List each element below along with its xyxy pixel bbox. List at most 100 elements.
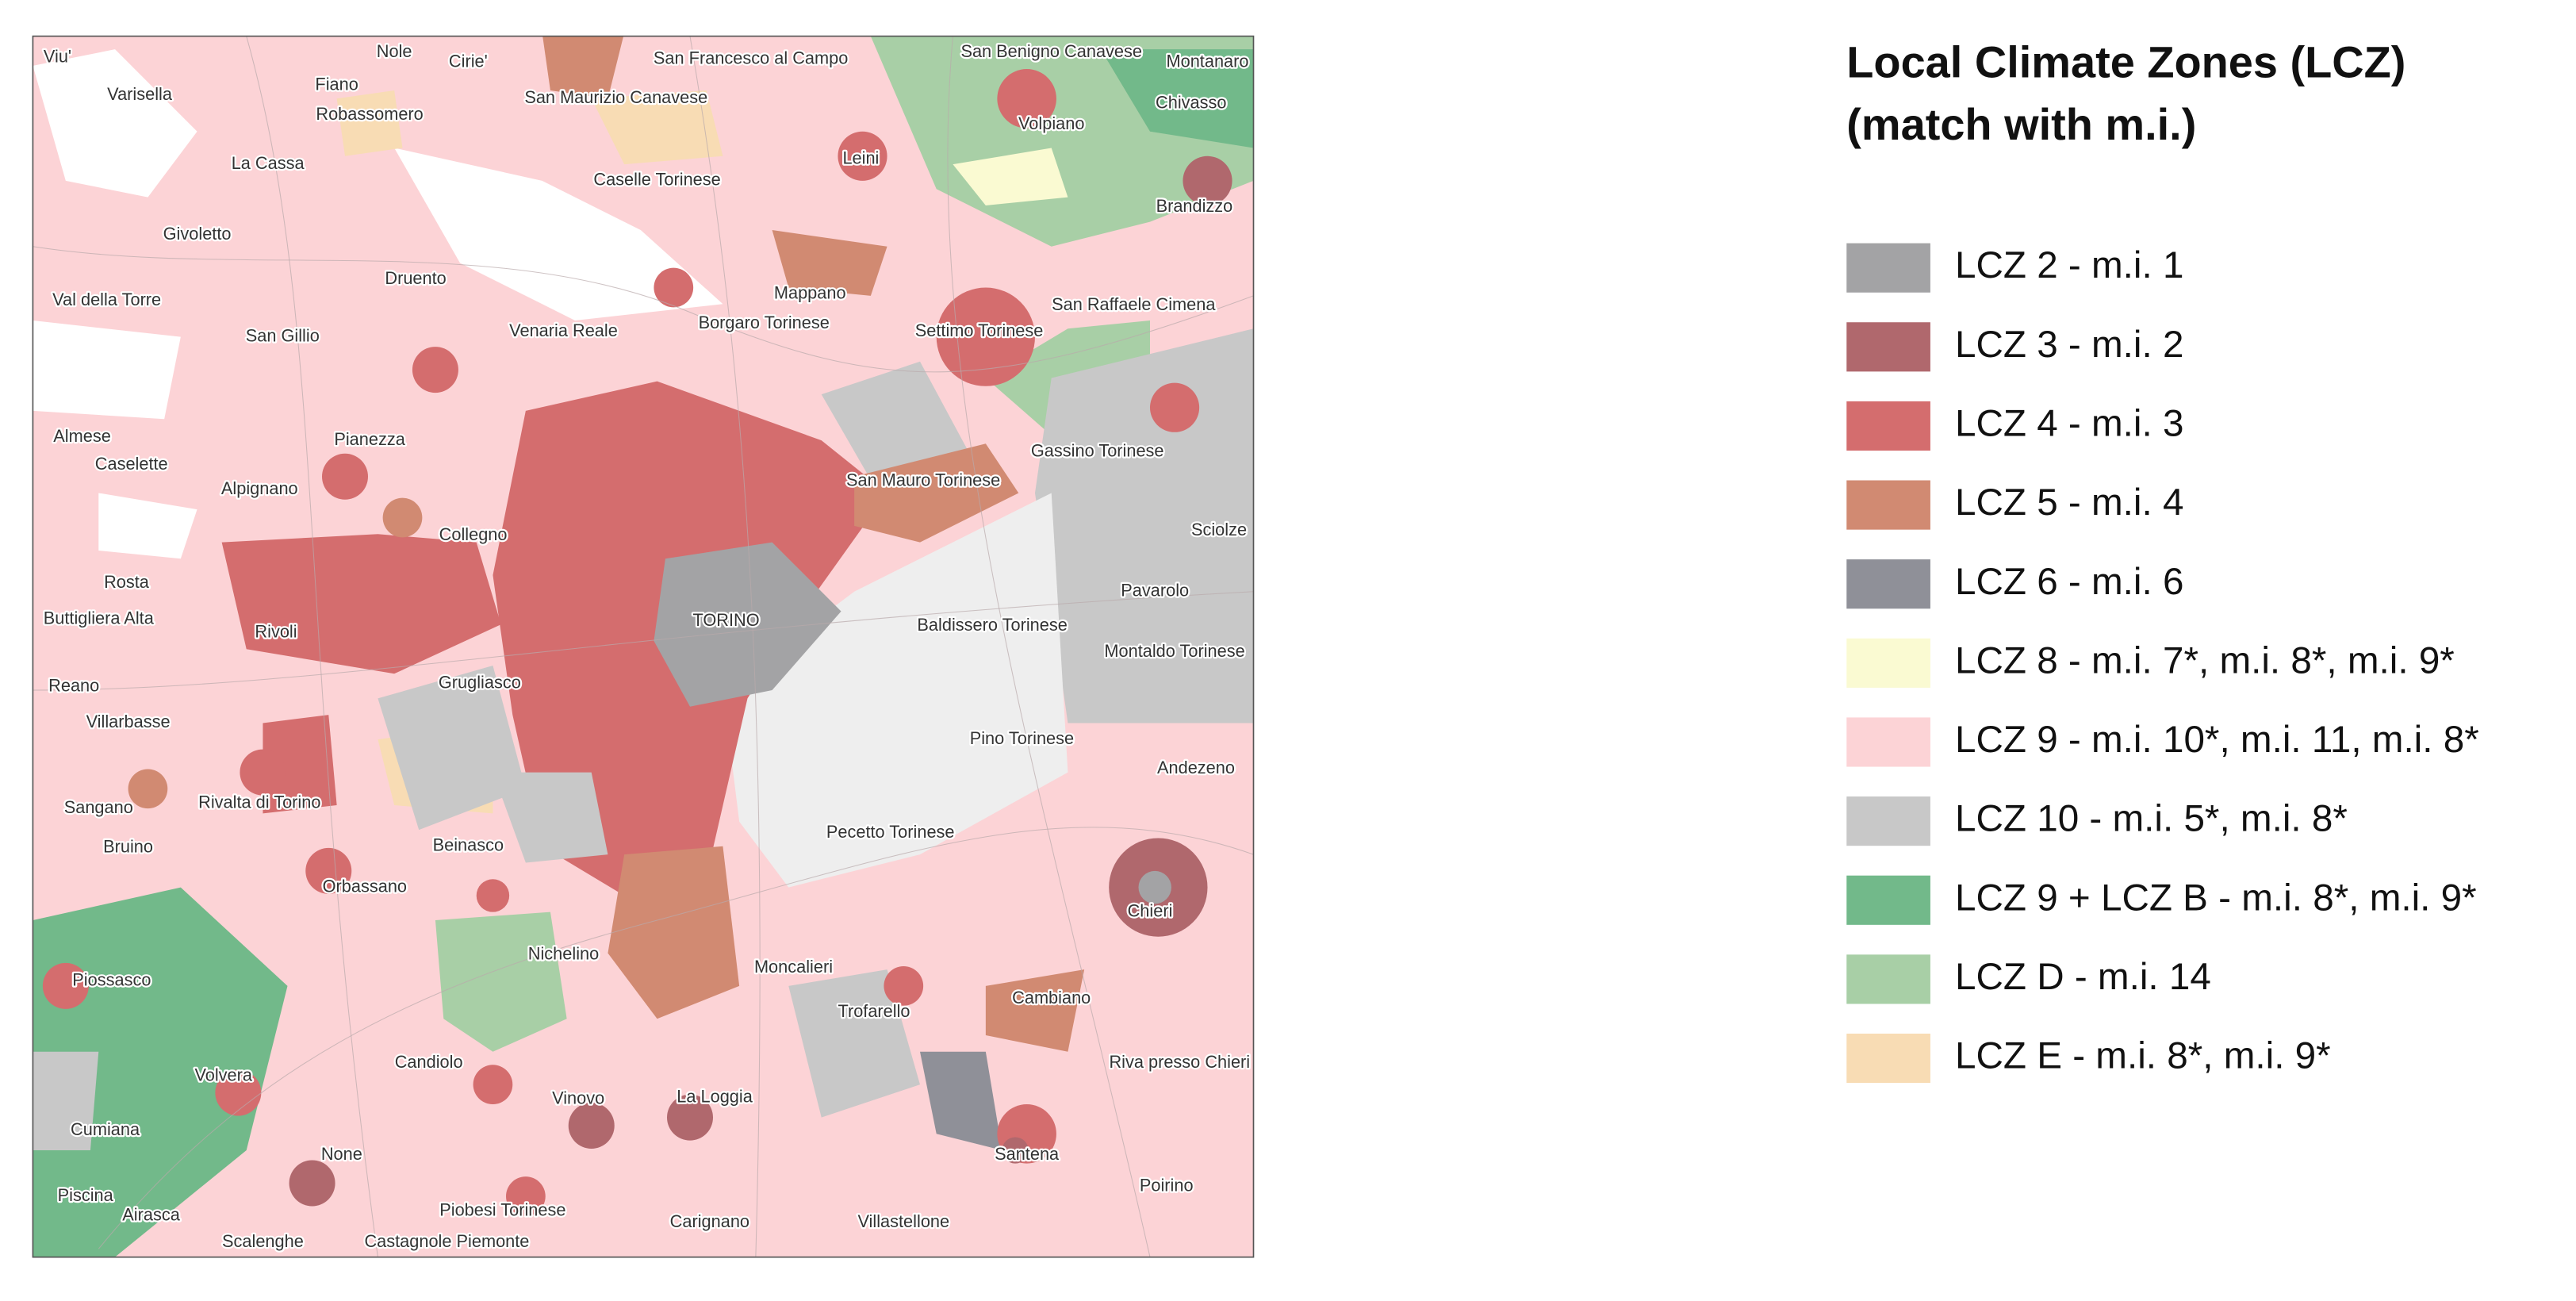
place-label: Varisella xyxy=(107,84,173,104)
place-label: Villastellone xyxy=(857,1211,949,1231)
zone-patch xyxy=(1100,49,1254,148)
legend: Local Climate Zones (LCZ) (match with m.i… xyxy=(1846,36,2479,1084)
road-line xyxy=(33,591,1254,691)
place-label: Collegno xyxy=(439,524,508,544)
place-label: Settimo Torinese xyxy=(915,320,1044,340)
zone-patch xyxy=(493,772,608,863)
place-label: San Francesco al Campo xyxy=(654,48,848,67)
place-label: Buttigliera Alta xyxy=(44,608,155,628)
legend-label: LCZ D - m.i. 14 xyxy=(1955,956,2211,998)
zone-patch xyxy=(336,90,403,156)
zone-patch xyxy=(542,36,624,99)
place-label: Fiano xyxy=(315,74,358,94)
legend-swatch xyxy=(1846,954,1930,1004)
urban-core xyxy=(667,1094,713,1141)
urban-core xyxy=(1138,870,1171,904)
place-label: San Mauro Torinese xyxy=(846,470,1000,490)
place-label: San Maurizio Canavese xyxy=(524,87,707,107)
place-label: Montanaro xyxy=(1167,51,1249,71)
legend-label: LCZ 2 - m.i. 1 xyxy=(1955,244,2183,286)
place-label: Sangano xyxy=(64,797,133,817)
zone-patch xyxy=(723,493,1068,888)
place-label: Chivasso xyxy=(1156,92,1226,112)
zone-patch xyxy=(33,49,197,198)
legend-label: LCZ 3 - m.i. 2 xyxy=(1955,324,2183,366)
place-label: Airasca xyxy=(122,1205,180,1225)
place-label: Grugliasco xyxy=(439,672,521,692)
zone-patch xyxy=(920,1051,1002,1151)
legend-title: (match with m.i.) xyxy=(1846,99,2196,149)
legend-label: LCZ 8 - m.i. 7*, m.i. 8*, m.i. 9* xyxy=(1955,639,2455,681)
urban-core xyxy=(568,1102,615,1149)
place-label: San Benigno Canavese xyxy=(960,41,1142,61)
place-label: Beinasco xyxy=(433,835,504,855)
map xyxy=(33,36,1254,1257)
place-label: Castagnole Piemonte xyxy=(364,1231,529,1251)
urban-core xyxy=(289,1160,335,1207)
place-label: San Gillio xyxy=(246,325,320,345)
place-label: Rivalta di Torino xyxy=(198,792,320,812)
place-label: Pavarolo xyxy=(1121,580,1189,600)
place-label: Trofarello xyxy=(838,1001,910,1021)
place-label: Rivoli xyxy=(255,621,297,641)
place-label: San Raffaele Cimena xyxy=(1052,294,1216,314)
place-label: Chieri xyxy=(1128,900,1173,920)
place-label: Baldissero Torinese xyxy=(917,615,1067,635)
urban-core xyxy=(215,1069,262,1116)
zone-patch xyxy=(985,969,1085,1052)
place-label: Almese xyxy=(53,426,111,446)
legend-swatch xyxy=(1846,401,1930,451)
place-label: Cambiano xyxy=(1012,988,1091,1007)
place-label: Piobesi Torinese xyxy=(439,1199,565,1219)
zone-patch xyxy=(654,542,841,707)
urban-core xyxy=(1183,155,1232,205)
place-label: Reano xyxy=(48,676,99,696)
place-label: Pecetto Torinese xyxy=(826,822,955,842)
place-label: Riva presso Chieri xyxy=(1109,1052,1250,1072)
place-label: Scalenghe xyxy=(222,1231,304,1251)
urban-core xyxy=(997,69,1056,129)
place-label: La Cassa xyxy=(232,153,305,173)
legend-swatch xyxy=(1846,638,1930,688)
legend-swatch xyxy=(1846,480,1930,530)
place-label: Alpignano xyxy=(221,478,298,498)
place-label: La Loggia xyxy=(677,1086,753,1106)
zone-patch xyxy=(33,320,181,420)
place-label: TORINO xyxy=(692,610,759,630)
legend-swatch xyxy=(1846,875,1930,925)
zone-patch xyxy=(98,493,197,559)
urban-core xyxy=(128,769,168,809)
urban-core xyxy=(42,962,89,1009)
place-label: Piossasco xyxy=(72,969,151,989)
urban-core xyxy=(506,1176,546,1216)
legend-label: LCZ 9 - m.i. 10*, m.i. 11, m.i. 8* xyxy=(1955,719,2479,761)
zone-patch xyxy=(772,230,887,296)
place-label: Piscina xyxy=(58,1185,114,1205)
zone-patch xyxy=(435,911,567,1052)
legend-swatch xyxy=(1846,322,1930,372)
place-label: Givoletto xyxy=(163,224,232,244)
zone-patch xyxy=(608,846,740,1019)
place-label: Gassino Torinese xyxy=(1031,440,1164,460)
place-label: Val della Torre xyxy=(52,290,161,309)
urban-core xyxy=(654,267,694,308)
zone-patch xyxy=(263,715,337,814)
urban-core xyxy=(884,966,924,1006)
legend-swatch xyxy=(1846,1033,1930,1084)
place-label: Nole xyxy=(377,41,412,61)
urban-core xyxy=(412,347,458,393)
legend-label: LCZ 6 - m.i. 6 xyxy=(1955,561,2183,603)
urban-core xyxy=(322,453,368,500)
zone-patch xyxy=(33,1051,99,1151)
place-label: Santena xyxy=(995,1144,1060,1164)
road-line xyxy=(98,827,1254,1249)
zone-patch xyxy=(1035,328,1254,723)
legend-swatch xyxy=(1846,559,1930,609)
legend-label: LCZ 4 - m.i. 3 xyxy=(1955,403,2183,445)
legend-label: LCZ 10 - m.i. 5*, m.i. 8* xyxy=(1955,798,2348,840)
place-label: Volvera xyxy=(194,1065,252,1085)
zone-patch xyxy=(953,148,1068,205)
zone-patch xyxy=(788,969,920,1118)
